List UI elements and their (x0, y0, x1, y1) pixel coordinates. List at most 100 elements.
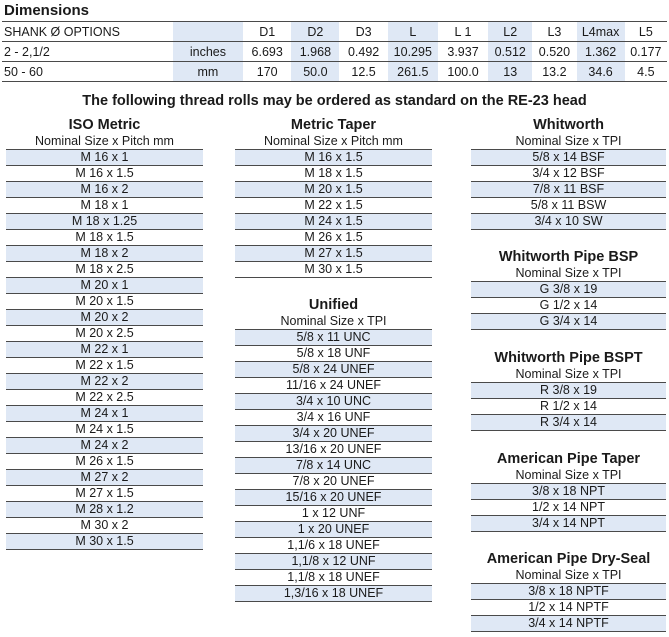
thread-row: M 26 x 1.5 (6, 454, 203, 470)
thread-row: M 18 x 1.5 (235, 166, 432, 182)
cell: inches (172, 41, 244, 62)
thread-row: M 20 x 2.5 (6, 326, 203, 342)
thread-row: M 27 x 1.5 (6, 486, 203, 502)
cell: 4.5 (624, 61, 667, 82)
group-whitworth-bsp: Whitworth Pipe BSP Nominal Size x TPI G 3/… (471, 248, 666, 330)
thread-row: M 18 x 1 (6, 198, 203, 214)
thread-row: M 18 x 1.5 (6, 230, 203, 246)
cell: 12.5 (339, 61, 388, 82)
thread-row: M 26 x 1.5 (235, 230, 432, 246)
thread-row: 3/8 x 18 NPT (471, 484, 666, 500)
group-title: Whitworth Pipe BSP (498, 249, 639, 265)
thread-row: 5/8 x 11 UNC (235, 330, 432, 346)
thread-row: 5/8 x 24 UNEF (235, 362, 432, 378)
group-subhead: Nominal Size x Pitch mm (235, 134, 432, 150)
header-cell: L2 (488, 21, 533, 42)
thread-row: M 16 x 1.5 (6, 166, 203, 182)
thread-row: 1,1/8 x 12 UNF (235, 554, 432, 570)
group-iso-metric: ISO Metric Nominal Size x Pitch mm M 16 x … (6, 116, 203, 550)
thread-row: M 18 x 2 (6, 246, 203, 262)
thread-row: M 24 x 1 (6, 406, 203, 422)
thread-row: 5/8 x 18 UNF (235, 346, 432, 362)
cell: 1.362 (576, 41, 625, 62)
header-cell: D1 (243, 21, 292, 42)
thread-row: 1,3/16 x 18 UNEF (235, 586, 432, 602)
thread-row: M 24 x 2 (6, 438, 203, 454)
thread-row: G 3/8 x 19 (471, 282, 666, 298)
thread-row: M 20 x 1.5 (6, 294, 203, 310)
cell: 10.295 (387, 41, 438, 62)
thread-row: G 3/4 x 14 (471, 314, 666, 330)
thread-row: 7/8 x 14 UNC (235, 458, 432, 474)
group-subhead: Nominal Size x TPI (471, 568, 666, 584)
dimensions-header-row: SHANK Ø OPTIONS D1 D2 D3 L L 1 L2 L3 L4m… (2, 21, 667, 42)
thread-row: 3/4 x 20 UNEF (235, 426, 432, 442)
thread-row: M 16 x 1.5 (235, 150, 432, 166)
group-title: Unified (308, 297, 359, 313)
cell: 100.0 (437, 61, 489, 82)
thread-row: M 24 x 1.5 (6, 422, 203, 438)
thread-row: R 3/4 x 14 (471, 415, 666, 431)
dimensions-table: SHANK Ø OPTIONS D1 D2 D3 L L 1 L2 L3 L4m… (2, 21, 667, 82)
thread-row: M 22 x 2.5 (6, 390, 203, 406)
thread-row: 5/8 x 14 BSF (471, 150, 666, 166)
thread-row: 5/8 x 11 BSW (471, 198, 666, 214)
cell: 50.0 (291, 61, 340, 82)
dimensions-row: 2 - 2,1/2 inches 6.693 1.968 0.492 10.29… (2, 41, 667, 62)
thread-row: 3/4 x 14 NPTF (471, 616, 666, 632)
cell: 0.512 (488, 41, 533, 62)
thread-row: 7/8 x 11 BSF (471, 182, 666, 198)
thread-row: R 3/8 x 19 (471, 383, 666, 399)
header-cell: L5 (624, 21, 667, 42)
thread-row: 1,1/8 x 18 UNEF (235, 570, 432, 586)
cell: 6.693 (243, 41, 292, 62)
group-whitworth-bspt: Whitworth Pipe BSPT Nominal Size x TPI R 3… (471, 349, 666, 431)
thread-row: 1/2 x 14 NPTF (471, 600, 666, 616)
thread-row: M 20 x 1.5 (235, 182, 432, 198)
thread-row: 3/4 x 14 NPT (471, 516, 666, 532)
header-cell: SHANK Ø OPTIONS (2, 21, 173, 42)
thread-row: 3/4 x 16 UNF (235, 410, 432, 426)
thread-row: M 16 x 2 (6, 182, 203, 198)
thread-row: M 24 x 1.5 (235, 214, 432, 230)
header-cell: L4max (576, 21, 625, 42)
thread-row: M 27 x 2 (6, 470, 203, 486)
header-cell: L3 (532, 21, 577, 42)
thread-row: 3/4 x 10 SW (471, 214, 666, 230)
thread-row: M 20 x 2 (6, 310, 203, 326)
cell: 50 - 60 (2, 61, 173, 82)
thread-row: 1 x 20 UNEF (235, 522, 432, 538)
group-title: American Pipe Dry-Seal (486, 551, 651, 567)
group-subhead: Nominal Size x TPI (471, 266, 666, 282)
group-title: ISO Metric (68, 117, 141, 133)
cell: mm (172, 61, 244, 82)
thread-row: M 16 x 1 (6, 150, 203, 166)
thread-row: M 22 x 1 (6, 342, 203, 358)
header-cell: L 1 (437, 21, 489, 42)
header-cell: D2 (291, 21, 340, 42)
thread-row: 1 x 12 UNF (235, 506, 432, 522)
thread-row: 3/8 x 18 NPTF (471, 584, 666, 600)
dimensions-row: 50 - 60 mm 170 50.0 12.5 261.5 100.0 13 … (2, 61, 667, 82)
group-subhead: Nominal Size x TPI (235, 314, 432, 330)
group-title: Whitworth Pipe BSPT (494, 350, 643, 366)
cell: 0.177 (624, 41, 667, 62)
cell: 34.6 (576, 61, 625, 82)
page-title: Dimensions (4, 2, 90, 19)
cell: 170 (243, 61, 292, 82)
header-cell (172, 21, 244, 42)
cell: 13.2 (532, 61, 577, 82)
thread-row: 15/16 x 20 UNEF (235, 490, 432, 506)
group-american-pipe-dry-seal: American Pipe Dry-Seal Nominal Size x TPI… (471, 550, 666, 632)
thread-row: R 1/2 x 14 (471, 399, 666, 415)
thread-row: 7/8 x 20 UNEF (235, 474, 432, 490)
cell: 261.5 (387, 61, 438, 82)
thread-row: M 28 x 1.2 (6, 502, 203, 518)
thread-rolls-headline: The following thread rolls may be ordere… (82, 93, 587, 109)
cell: 13 (488, 61, 533, 82)
cell: 2 - 2,1/2 (2, 41, 173, 62)
thread-row: 11/16 x 24 UNEF (235, 378, 432, 394)
thread-row: M 18 x 2.5 (6, 262, 203, 278)
thread-row: M 30 x 2 (6, 518, 203, 534)
group-subhead: Nominal Size x TPI (471, 134, 666, 150)
